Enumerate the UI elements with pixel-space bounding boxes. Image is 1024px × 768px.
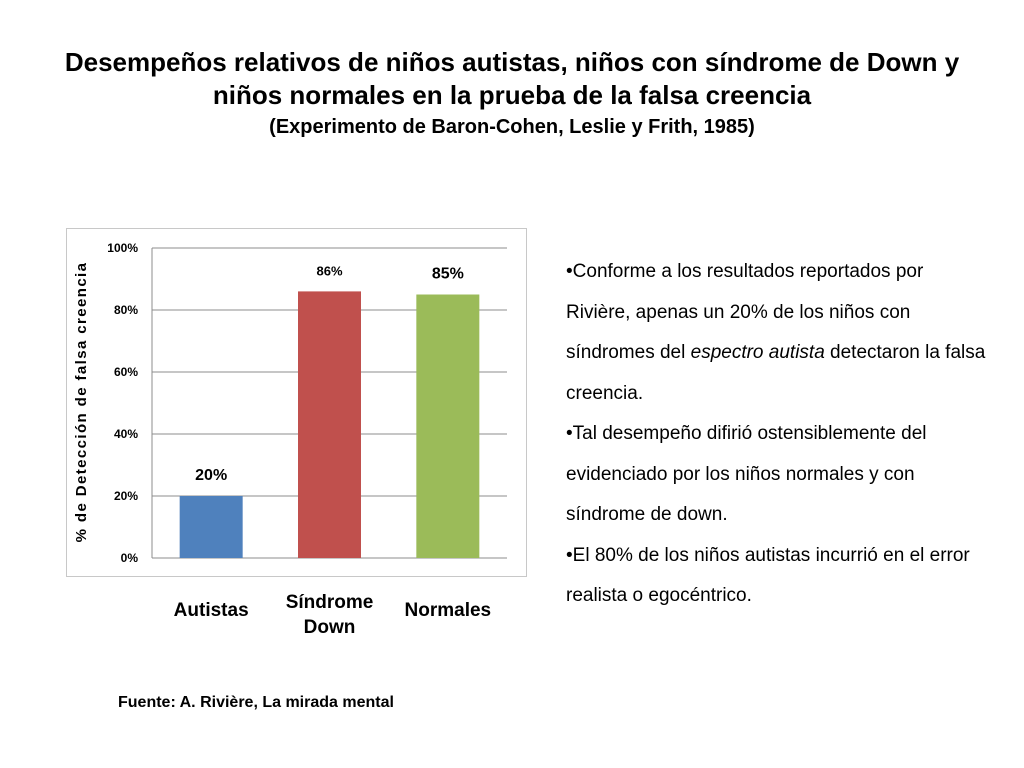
category-label: Autistas xyxy=(141,598,281,623)
y-tick-label: 100% xyxy=(107,241,138,255)
bullet-marker: • xyxy=(566,261,573,282)
y-tick-label: 40% xyxy=(114,427,138,441)
slide-title: Desempeños relativos de niños autistas, … xyxy=(40,46,984,140)
title-line-1: Desempeños relativos de niños autistas, … xyxy=(64,47,960,77)
category-label: Normales xyxy=(378,598,518,623)
slide-subtitle: (Experimento de Baron-Cohen, Leslie y Fr… xyxy=(269,116,755,138)
bullet-marker: • xyxy=(566,423,573,444)
bullet-text: Conforme a los resultados reportados por… xyxy=(566,261,924,363)
category-label-line: Normales xyxy=(404,600,492,621)
y-axis-title: % de Detección de falsa creencia xyxy=(73,262,90,543)
category-label-line: Síndrome xyxy=(285,592,374,613)
bullet-item: •Conforme a los resultados reportados po… xyxy=(566,252,986,414)
bullet-text: Tal desempeño difirió ostensiblemente de… xyxy=(566,423,927,525)
data-label: 85% xyxy=(432,266,464,283)
bullet-item: •El 80% de los niños autistas incurrió e… xyxy=(566,536,986,617)
bar-chart: 0% 20% 40% 60% 80% 100% % de Detección de fals… xyxy=(73,241,507,565)
data-label: 86% xyxy=(316,263,342,278)
source-note: Fuente: A. Rivière, La mirada mental xyxy=(118,694,394,711)
y-tick-label: 60% xyxy=(114,365,138,379)
title-line-2: niños normales en la prueba de la falsa … xyxy=(212,80,812,110)
bullet-emphasis: espectro autista xyxy=(690,342,825,363)
bullet-item: •Tal desempeño difirió ostensiblemente d… xyxy=(566,414,986,536)
bullet-text: El 80% de los niños autistas incurrió en… xyxy=(566,544,970,607)
bullet-text: detectaron la falsa creencia. xyxy=(566,342,986,404)
category-label-line: Autistas xyxy=(173,600,249,621)
bar-1 xyxy=(179,496,243,558)
bar-2 xyxy=(298,291,361,558)
bullet-marker: • xyxy=(566,544,573,566)
category-label-line: Down xyxy=(303,617,356,638)
y-tick-label: 20% xyxy=(114,489,138,503)
data-label: 20% xyxy=(195,467,227,484)
bullet-list: •Conforme a los resultados reportados po… xyxy=(566,252,986,617)
y-tick-label: 0% xyxy=(121,551,139,565)
category-label: Síndrome Down xyxy=(260,590,400,640)
bar-3 xyxy=(416,294,480,558)
y-tick-label: 80% xyxy=(114,303,138,317)
